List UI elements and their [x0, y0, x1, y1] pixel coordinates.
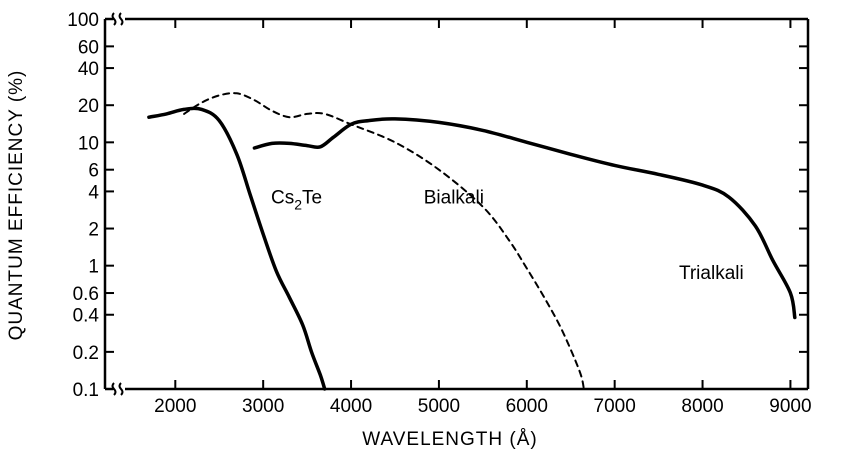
x-axis-ticks: 2000 3000 4000 5000 6000 7000 8000 9000 [154, 19, 812, 417]
x-axis-title: WAVELENGTH (Å) [362, 429, 538, 449]
x-tick-label: 6000 [506, 396, 548, 417]
axis-break-mark [118, 12, 124, 26]
y-tick-label: 100 [67, 10, 99, 31]
series-line-bialkali [183, 92, 585, 390]
series-annotation: Trialkali [679, 263, 744, 284]
data-series [147, 92, 797, 391]
y-tick-label: 0.2 [73, 343, 99, 364]
series-line-trialkali [252, 117, 797, 320]
y-tick-label: 60 [78, 37, 99, 58]
y-tick-label: 0.4 [73, 306, 100, 327]
x-tick-label: 7000 [594, 396, 636, 417]
axis-break-gap [113, 14, 125, 24]
x-tick-label: 9000 [769, 396, 811, 417]
y-tick-label: 4 [88, 182, 99, 203]
series-annotation: Bialkali [424, 187, 484, 208]
x-tick-label: 5000 [418, 396, 460, 417]
x-tick-label: 8000 [681, 396, 723, 417]
y-tick-label: 1 [88, 257, 99, 278]
series-line-cs-te [147, 106, 327, 391]
y-tick-label: 40 [78, 59, 99, 80]
x-tick-label: 2000 [154, 396, 196, 417]
axis-break-gap [113, 384, 125, 394]
y-tick-label: 0.6 [73, 284, 99, 305]
axis-break-mark [118, 382, 124, 396]
axis-break-marks [111, 12, 125, 396]
y-axis-title: QUANTUM EFFICIENCY (%) [6, 70, 27, 341]
y-tick-label: 0.1 [73, 380, 99, 401]
x-tick-label: 4000 [330, 396, 372, 417]
y-tick-label: 10 [78, 133, 99, 154]
y-tick-label: 2 [88, 220, 99, 241]
x-tick-label: 3000 [242, 396, 284, 417]
series-annotations: Cs2Te Bialkali Trialkali [271, 187, 744, 284]
y-tick-label: 6 [88, 161, 99, 182]
series-annotation: Cs2Te [271, 187, 322, 212]
y-tick-label: 20 [78, 96, 99, 117]
plot-frame [103, 17, 810, 391]
